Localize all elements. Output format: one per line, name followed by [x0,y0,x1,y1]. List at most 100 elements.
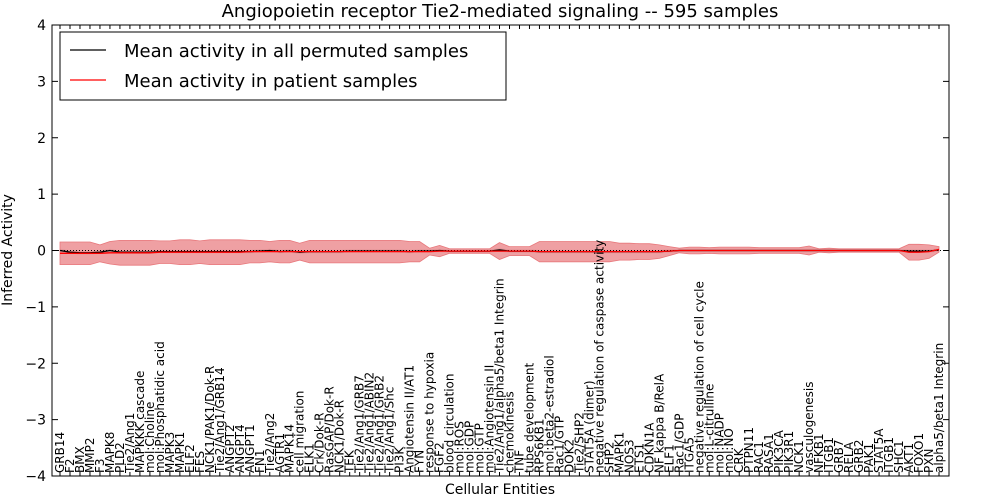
x-tick-label: RAC1 [752,441,766,473]
x-tick-label: Crk/Dok-R [313,412,327,473]
x-tick-label: ANGPT1 [243,424,257,473]
x-tick-label: negative regulation of cell cycle [692,281,706,473]
x-tick-label: MAPK8 [103,432,117,473]
y-tick-label: 4 [37,18,46,34]
x-tick-label: PAK1 [862,443,876,473]
x-tick-label: PLD2 [113,442,127,473]
x-tick-label: negative regulation of caspase activity [592,240,606,473]
x-tick-label: AGTR1 [273,433,287,473]
x-tick-label: Tie2/Ang1/Shc [383,387,397,474]
x-tick-label: mol:L-citrulline [702,384,716,473]
x-tick-label: MAPK14 [283,424,297,473]
x-tick-label: ELK1 [303,443,317,473]
x-tick-labels: GRB14F2BMXMMP2F3MAPK8PLD2Tie2/Ang1MAPKKK… [53,240,946,474]
x-tick-label: RELA [842,441,856,473]
x-tick-label: PTPN11 [742,427,756,473]
x-tick-label: Tie2/Ang1 [123,413,137,474]
x-tick-label: PIK3R1 [782,431,796,473]
x-tick-label: response to hypoxia [423,352,437,473]
x-tick-label: Angiotensin II/AT1 [403,365,417,473]
patient-confidence-band [59,239,940,266]
legend: Mean activity in all permuted samples Me… [59,31,507,101]
x-tick-label: Tie2/Ang1/GRB7 [353,375,367,474]
x-tick-label: MAPK1 [173,432,187,473]
x-tick-label: PXN [922,449,936,473]
x-tick-label: MAPK1 [612,432,626,473]
x-tick-label: mol:NO [722,428,736,473]
x-tick-label: DOK2 [562,439,576,473]
x-tick-label: CRK [732,447,746,473]
x-tick-label: FGF2 [433,442,447,473]
x-tick-label: NCK1/PAK1/Dok-R [203,366,217,473]
x-tick-label: alpha5/beta1 Integrin [932,343,946,473]
y-axis-label: Inferred Activity [0,194,16,306]
x-tick-label: ITGB1 [822,437,836,473]
x-tick-label: NCK1 [792,440,806,473]
x-tick-label: FN1 [253,450,267,474]
axis-ticks: −4 −3 −2 −1 0 1 2 3 4 [25,18,949,485]
x-tick-label: RasGAP/Dok-R [323,386,337,473]
x-tick-label: mol:NADP [712,413,726,473]
x-tick-label: chemokinesis [503,391,517,473]
x-tick-label: Tie2/SHP2 [572,412,586,474]
x-tick-label: tube development [523,362,537,473]
x-axis-label: Cellular Entities [445,482,555,498]
x-tick-label: TEK [343,449,357,474]
x-tick-label: STAT5A (dimer) [582,380,596,473]
x-tick-label: FES [193,451,207,473]
x-tick-label: MMP2 [83,437,97,473]
x-tick-label: FYN [413,450,427,473]
x-tick-label: GRB7 [832,439,846,473]
x-tick-label: Tie2/Ang1/GRB2 [373,375,387,474]
x-tick-label: ANGPT2 [223,424,237,473]
x-tick-label: ELF2 [183,444,197,473]
plot-frame [51,24,950,477]
x-tick-label: ITGB1 [882,437,896,473]
legend-label-patient: Mean activity in patient samples [124,71,418,92]
x-tick-label: mol:Phosphatidic acid [153,341,167,473]
x-tick-label: CDKN1A [642,422,656,473]
y-tick-label: −3 [25,413,46,429]
x-tick-label: PI3K [393,446,407,473]
x-tick-label: ITGA5 [682,437,696,473]
x-tick-label: PIK3CA [772,429,786,473]
x-tick-label: ELF1 [662,444,676,473]
x-tick-label: MAPKKK cascade [133,371,147,473]
x-tick-label: RASA1 [762,433,776,473]
x-tick-label: F2 [63,458,77,473]
x-tick-label: Rac1/GDP [672,414,686,473]
y-tick-label: 3 [37,74,46,90]
y-tick-label: −2 [25,356,46,372]
x-tick-label: Rac1/GTP [552,416,566,473]
x-tick-label: blood circulation [443,373,457,473]
series-line-patient [60,248,940,254]
x-tick-label: mol:Choline [143,402,157,473]
x-tick-label: Tie2/Ang2 [263,413,277,474]
x-tick-label: NFKB1 [812,433,826,473]
chart-title: Angiopoietin receptor Tie2-mediated sign… [222,1,779,22]
x-tick-label: TNF [513,450,527,474]
y-tick-label: −1 [25,300,46,316]
x-tick-label: GRB14 [53,432,67,473]
x-tick-label: mol:GDP [463,421,477,473]
legend-label-permuted: Mean activity in all permuted samples [124,41,468,62]
x-tick-label: ANGPT4 [233,424,247,473]
x-tick-label: NOS3 [622,439,636,473]
x-tick-label: NF kappa B/RelA [652,373,666,473]
x-tick-label: Tie2/Ang1/alpha5/beta1 Integrin [493,278,507,474]
x-tick-label: BMX [73,446,87,473]
y-tick-label: 0 [37,244,46,260]
x-tick-label: AKT1 [902,443,916,473]
legend-box [59,31,507,101]
x-tick-label: GRB2 [852,439,866,473]
x-tick-label: cell migration [293,391,307,473]
y-tick-label: −4 [25,469,46,485]
x-tick-label: SHC1 [892,440,906,473]
x-tick-label: vasculogenesis [802,382,816,473]
x-tick-label: Tie2/Ang1/ABIN2 [363,372,377,474]
x-tick-label: ETS1 [632,443,646,473]
x-tick-label: mol:GTP [473,423,487,473]
x-tick-label: NCK1/Dok-R [333,400,347,473]
x-tick-label: SHP2 [602,442,616,474]
